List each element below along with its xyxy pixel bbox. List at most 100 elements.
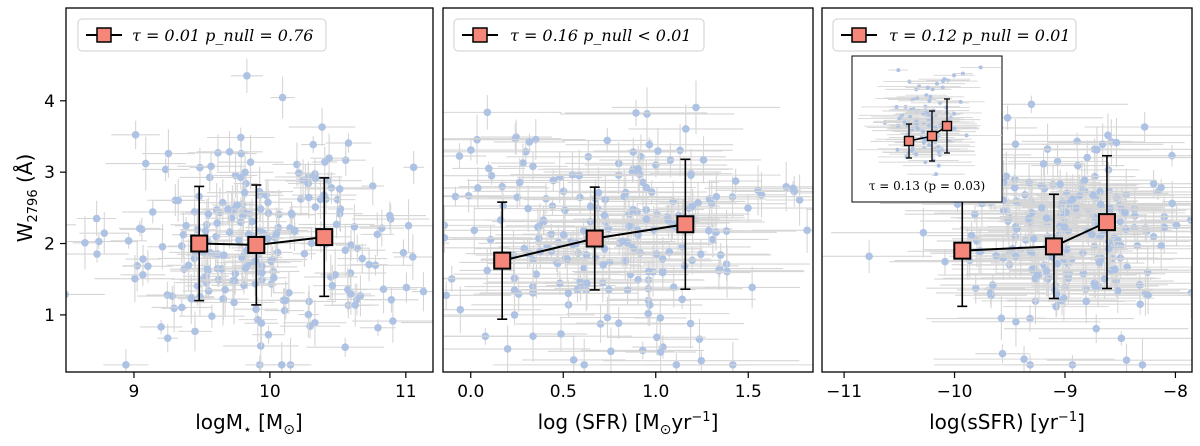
- scatter-point: [1002, 150, 1085, 177]
- scatter-point: [174, 217, 198, 235]
- scatter-point: [765, 174, 813, 226]
- scatter-point: [1003, 295, 1109, 318]
- scatter-point: [111, 120, 160, 150]
- scatter-point: [443, 138, 489, 140]
- scatter-point: [66, 224, 77, 226]
- scatter-point: [704, 266, 801, 309]
- scatter-point: [161, 284, 187, 333]
- scatter-point: [1004, 314, 1189, 343]
- inset-point: [936, 99, 985, 104]
- inset-point: [916, 85, 940, 90]
- scatter-point: [497, 151, 568, 181]
- scatter-point: [1047, 279, 1125, 324]
- scatter-point: [527, 218, 640, 243]
- scatter-point: [122, 200, 184, 224]
- scatter-point: [975, 344, 1030, 364]
- binned-point: [1097, 154, 1116, 290]
- scatter-point: [260, 262, 288, 294]
- binned-point: [676, 158, 695, 291]
- scatter-point: [1037, 174, 1122, 218]
- scatter-point: [66, 290, 105, 299]
- scatter-point: [166, 239, 211, 292]
- scatter-point: [1061, 221, 1192, 271]
- inset-point: [931, 175, 936, 176]
- scatter-point: [179, 304, 245, 328]
- inset-point: [960, 65, 1001, 70]
- scatter-point: [608, 289, 756, 309]
- scatter-point: [207, 127, 275, 148]
- scatter-point: [216, 155, 274, 190]
- inset-binned-point: [926, 110, 938, 162]
- scatter-point: [185, 246, 229, 291]
- scatter-point: [704, 180, 813, 196]
- scatter-point: [564, 99, 708, 127]
- binned-series: [493, 158, 695, 320]
- scatter-point: [603, 350, 800, 371]
- scatter-point: [1162, 200, 1192, 203]
- scatter-point: [934, 95, 1128, 113]
- scatter-point: [72, 215, 98, 270]
- inset-point: [933, 73, 975, 78]
- scatter-point: [272, 271, 305, 314]
- x-tick-label: 9: [129, 382, 140, 402]
- inset-point: [910, 110, 945, 115]
- scatter-point: [904, 205, 1046, 224]
- inset-point: [908, 81, 965, 86]
- inset-point: [902, 163, 975, 168]
- scatter-point: [1048, 118, 1185, 168]
- inset-point: [944, 111, 964, 116]
- legend-marker: [851, 27, 867, 43]
- scatter-point: [66, 234, 138, 249]
- scatter-point: [105, 136, 186, 191]
- scatter-point: [543, 146, 733, 192]
- scatter-point: [443, 205, 531, 256]
- y-tick-label: 3: [44, 163, 55, 183]
- scatter-point: [1011, 173, 1175, 217]
- scatter-point: [497, 279, 639, 307]
- binned-series: [953, 154, 1116, 308]
- scatter-point: [1088, 276, 1192, 315]
- panel-sfr: 0.0 0.5 1.0 1.5 log (SFR) [M⊙yr−1] τ = 0.16…: [442, 7, 814, 438]
- scatter-point: [632, 239, 770, 269]
- scatter-point: [443, 310, 632, 362]
- scatter-point: [312, 265, 352, 307]
- scatter-point: [306, 176, 374, 202]
- scatter-point: [151, 179, 205, 222]
- scatter-point: [1018, 174, 1128, 225]
- scatter-point: [1034, 191, 1167, 217]
- scatter-point: [206, 263, 244, 317]
- scatter-point: [387, 272, 426, 303]
- scatter-point: [139, 319, 183, 335]
- scatter-point: [565, 137, 734, 153]
- scatter-point: [157, 323, 179, 353]
- inset-point: [889, 152, 944, 157]
- scatter-point: [297, 176, 321, 219]
- scatter-point: [1031, 273, 1159, 299]
- scatter-point: [959, 204, 1170, 250]
- scatter-point: [193, 280, 275, 325]
- scatter-point: [665, 189, 720, 224]
- scatter-point: [177, 273, 205, 324]
- scatter-point: [392, 239, 415, 266]
- inset-point: [896, 94, 965, 99]
- scatter-point: [1006, 285, 1118, 316]
- panel-ssfr: −11 −10 −9 −8 log(sSFR) [yr−1] τ = 0.12 p_n…: [821, 7, 1193, 434]
- scatter-point: [207, 184, 283, 202]
- scatter-point: [141, 129, 195, 178]
- scatter-point: [548, 188, 633, 224]
- scatter-point: [255, 342, 308, 372]
- scatter-point: [534, 316, 588, 352]
- inset-point: [913, 87, 952, 92]
- scatter-point: [1084, 111, 1192, 143]
- scatter-point: [283, 299, 347, 346]
- scatter-point: [443, 167, 550, 209]
- plot-frame: [442, 7, 814, 373]
- scatter-point: [180, 197, 237, 231]
- inset-label: τ = 0.13 (p = 0.03): [869, 179, 985, 193]
- scatter-point: [443, 286, 541, 334]
- scatter-point: [265, 281, 307, 320]
- legend-marker: [96, 27, 112, 43]
- inset-plot: τ = 0.13 (p = 0.03): [851, 55, 1003, 203]
- inset-point: [857, 116, 942, 121]
